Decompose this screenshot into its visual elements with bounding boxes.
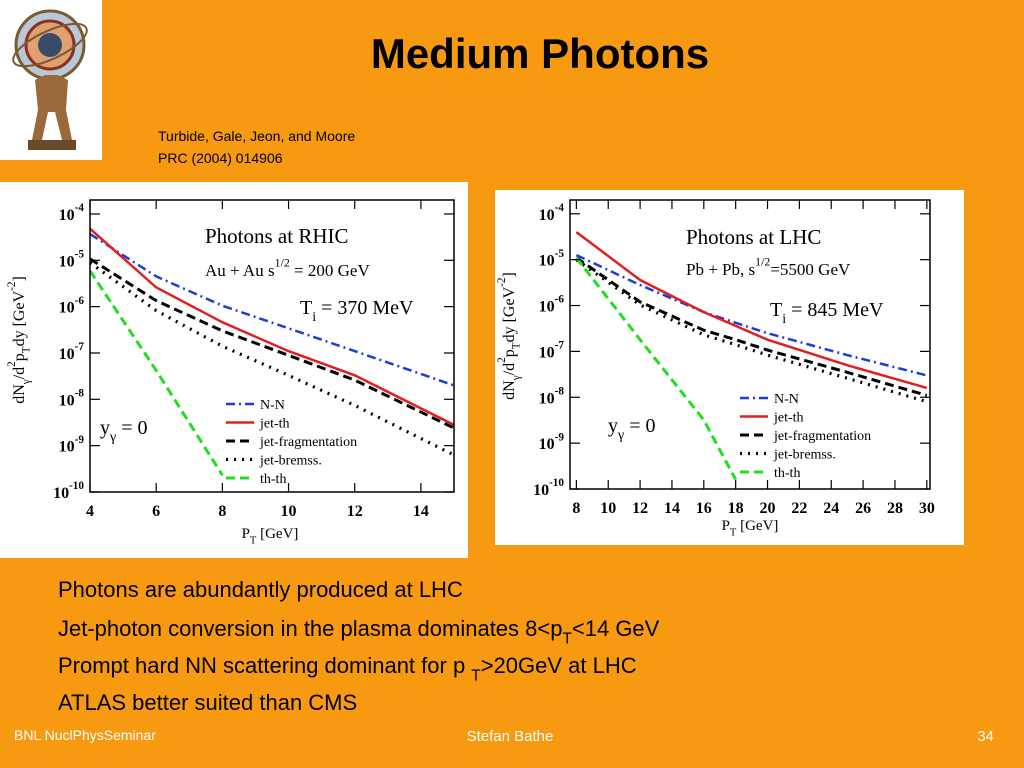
series-line — [90, 261, 454, 457]
y-tick-label: 10-5 — [59, 248, 85, 270]
y-tick-label: 10-4 — [59, 202, 85, 224]
chart-panel — [0, 182, 468, 558]
y-tick-label: 10-4 — [539, 202, 565, 224]
x-tick-label: 20 — [760, 500, 776, 517]
x-tick-label: 14 — [664, 500, 680, 517]
y-tick-label: 10-8 — [539, 385, 565, 407]
x-tick-label: 18 — [728, 500, 744, 517]
bullet: Photons are abundantly produced at LHC — [58, 577, 463, 602]
citation: Turbide, Gale, Jeon, and Moore — [158, 128, 355, 144]
x-axis-label: PT [GeV] — [722, 518, 779, 538]
x-tick-label: 12 — [347, 503, 363, 520]
y-tick-label: 10-5 — [539, 248, 565, 270]
annotation: Pb + Pb, s1/2=5500 GeV — [686, 255, 851, 279]
bullet: ATLAS better suited than CMS — [58, 690, 357, 715]
chart: N-N jet-th jet-fragmentation jet-bremss. th-… — [6, 199, 455, 546]
legend-label: th-th — [260, 472, 286, 487]
y-tick-label: 10-8 — [59, 388, 85, 410]
citation: PRC (2004) 014906 — [158, 150, 283, 166]
x-tick-label: 8 — [218, 503, 226, 520]
series-line — [90, 227, 454, 427]
series-line — [90, 270, 224, 477]
legend-label: jet-th — [259, 417, 290, 432]
series-line — [575, 231, 928, 390]
footer-center: Stefan Bathe — [467, 728, 554, 745]
x-tick-label: 24 — [823, 500, 839, 517]
x-tick-label: 22 — [791, 500, 807, 517]
x-tick-label: 14 — [413, 503, 429, 520]
series-line — [90, 257, 454, 430]
x-axis-label: PT [GeV] — [242, 526, 299, 546]
plot-frame — [569, 199, 931, 490]
legend-label: jet-fragmentation — [259, 435, 357, 450]
annotation: Au + Au s1/2 = 200 GeV — [205, 256, 370, 280]
annotation: yγ = 0 — [100, 417, 147, 445]
series-line — [575, 253, 928, 377]
plot-frame — [89, 199, 455, 493]
legend-label: jet-th — [773, 411, 804, 426]
x-tick-label: 30 — [919, 500, 935, 517]
annotation: yγ = 0 — [608, 415, 655, 443]
y-axis-label: dNγ/d2pTdy [GeV-2] — [496, 272, 522, 400]
chart-title: Photons at RHIC — [205, 224, 349, 248]
chart: N-N jet-th jet-fragmentation jet-bremss. th-… — [496, 199, 935, 538]
series-line — [90, 232, 454, 387]
series-line — [575, 256, 738, 481]
y-tick-label: 10-9 — [59, 434, 85, 456]
x-tick-label: 6 — [152, 503, 160, 520]
y-tick-label: 10-9 — [539, 431, 565, 453]
legend-label: jet-bremss. — [773, 448, 836, 463]
annotation: Ti = 845 MeV — [770, 299, 884, 327]
chart-panel — [495, 190, 964, 545]
x-tick-label: 26 — [855, 500, 871, 517]
footer-page: 34 — [977, 728, 994, 745]
legend-label: jet-bremss. — [259, 454, 322, 469]
x-tick-label: 10 — [281, 503, 297, 520]
chart-title: Photons at LHC — [686, 225, 821, 249]
y-tick-label: 10-7 — [539, 340, 565, 362]
y-tick-label: 10-10 — [533, 477, 564, 499]
series-line — [575, 256, 928, 397]
bullet: Jet-photon conversion in the plasma domi… — [58, 616, 660, 648]
bullet: Prompt hard NN scattering dominant for p… — [58, 653, 637, 685]
x-tick-label: 8 — [572, 500, 580, 517]
x-tick-label: 12 — [632, 500, 648, 517]
legend-label: N-N — [260, 398, 285, 413]
annotation: Ti = 370 MeV — [300, 297, 414, 325]
y-tick-label: 10-6 — [59, 295, 85, 317]
legend-label: N-N — [774, 392, 799, 407]
y-tick-label: 10-7 — [59, 341, 85, 363]
footer-left: BNL NuclPhysSeminar — [14, 727, 156, 743]
y-tick-label: 10-10 — [53, 480, 84, 502]
legend-label: jet-fragmentation — [773, 429, 871, 444]
slide-title: Medium Photons — [371, 30, 709, 77]
x-tick-label: 16 — [696, 500, 712, 517]
x-tick-label: 28 — [887, 500, 903, 517]
charts: N-N jet-th jet-fragmentation jet-bremss. th-… — [6, 199, 935, 546]
legend-label: th-th — [774, 466, 800, 481]
x-tick-label: 4 — [86, 503, 94, 520]
y-axis-label: dNγ/d2pTdy [GeV-2] — [6, 276, 32, 404]
logo — [0, 0, 102, 160]
x-tick-label: 10 — [600, 500, 616, 517]
y-tick-label: 10-6 — [539, 294, 565, 316]
